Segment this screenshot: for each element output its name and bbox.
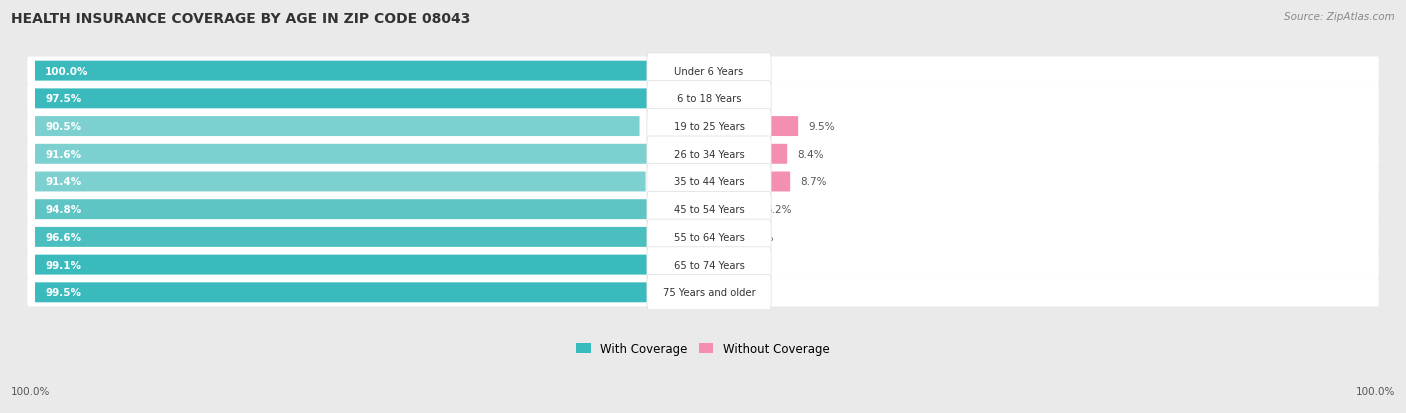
FancyBboxPatch shape (27, 223, 1379, 252)
Text: 2.5%: 2.5% (738, 94, 765, 104)
Text: HEALTH INSURANCE COVERAGE BY AGE IN ZIP CODE 08043: HEALTH INSURANCE COVERAGE BY AGE IN ZIP … (11, 12, 471, 26)
Text: 100.0%: 100.0% (1355, 387, 1395, 396)
Text: 99.1%: 99.1% (45, 260, 82, 270)
Text: 0.51%: 0.51% (718, 287, 751, 298)
Text: 100.0%: 100.0% (45, 66, 89, 76)
FancyBboxPatch shape (35, 89, 686, 109)
FancyBboxPatch shape (647, 247, 770, 283)
Text: 75 Years and older: 75 Years and older (662, 287, 755, 298)
FancyBboxPatch shape (35, 62, 703, 81)
Text: 5.2%: 5.2% (765, 205, 792, 215)
FancyBboxPatch shape (35, 200, 668, 220)
FancyBboxPatch shape (27, 168, 1379, 196)
Text: 0.0%: 0.0% (713, 66, 740, 76)
FancyBboxPatch shape (703, 172, 790, 192)
Text: 8.7%: 8.7% (800, 177, 827, 187)
Text: 35 to 44 Years: 35 to 44 Years (673, 177, 744, 187)
FancyBboxPatch shape (27, 196, 1379, 224)
FancyBboxPatch shape (647, 137, 770, 172)
Text: 9.5%: 9.5% (808, 122, 835, 132)
FancyBboxPatch shape (27, 85, 1379, 113)
FancyBboxPatch shape (647, 164, 770, 200)
Text: Under 6 Years: Under 6 Years (675, 66, 744, 76)
FancyBboxPatch shape (703, 228, 737, 247)
Legend: With Coverage, Without Coverage: With Coverage, Without Coverage (572, 337, 834, 360)
Text: 65 to 74 Years: 65 to 74 Years (673, 260, 744, 270)
FancyBboxPatch shape (647, 109, 770, 145)
FancyBboxPatch shape (35, 145, 647, 164)
Text: 94.8%: 94.8% (45, 205, 82, 215)
FancyBboxPatch shape (35, 255, 697, 275)
Text: 55 to 64 Years: 55 to 64 Years (673, 233, 744, 242)
FancyBboxPatch shape (703, 117, 799, 137)
Text: 90.5%: 90.5% (45, 122, 82, 132)
FancyBboxPatch shape (703, 200, 755, 220)
FancyBboxPatch shape (703, 282, 709, 303)
FancyBboxPatch shape (703, 255, 711, 275)
Text: 91.6%: 91.6% (45, 150, 82, 159)
FancyBboxPatch shape (35, 282, 700, 303)
FancyBboxPatch shape (647, 81, 770, 117)
Text: Source: ZipAtlas.com: Source: ZipAtlas.com (1284, 12, 1395, 22)
FancyBboxPatch shape (647, 220, 770, 255)
Text: 3.4%: 3.4% (747, 233, 773, 242)
FancyBboxPatch shape (27, 113, 1379, 141)
Text: 26 to 34 Years: 26 to 34 Years (673, 150, 744, 159)
FancyBboxPatch shape (35, 228, 681, 247)
FancyBboxPatch shape (35, 117, 640, 137)
Text: 96.6%: 96.6% (45, 233, 82, 242)
FancyBboxPatch shape (35, 172, 645, 192)
FancyBboxPatch shape (647, 192, 770, 228)
FancyBboxPatch shape (647, 54, 770, 89)
Text: 45 to 54 Years: 45 to 54 Years (673, 205, 744, 215)
FancyBboxPatch shape (27, 278, 1379, 307)
Text: 97.5%: 97.5% (45, 94, 82, 104)
FancyBboxPatch shape (27, 57, 1379, 85)
Text: 0.91%: 0.91% (723, 260, 755, 270)
FancyBboxPatch shape (703, 145, 787, 164)
Text: 19 to 25 Years: 19 to 25 Years (673, 122, 745, 132)
Text: 99.5%: 99.5% (45, 287, 82, 298)
FancyBboxPatch shape (27, 251, 1379, 279)
FancyBboxPatch shape (647, 275, 770, 310)
FancyBboxPatch shape (27, 140, 1379, 169)
Text: 6 to 18 Years: 6 to 18 Years (676, 94, 741, 104)
Text: 100.0%: 100.0% (11, 387, 51, 396)
Text: 91.4%: 91.4% (45, 177, 82, 187)
FancyBboxPatch shape (703, 89, 728, 109)
Text: 8.4%: 8.4% (797, 150, 824, 159)
